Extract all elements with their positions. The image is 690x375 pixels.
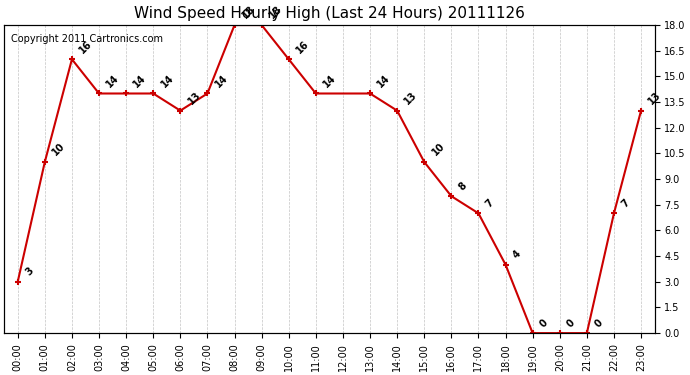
Text: 4: 4 xyxy=(511,249,523,261)
Text: 18: 18 xyxy=(267,4,284,21)
Text: 8: 8 xyxy=(457,180,469,192)
Text: 16: 16 xyxy=(295,39,311,55)
Text: 7: 7 xyxy=(484,197,496,209)
Text: 16: 16 xyxy=(77,39,94,55)
Text: 14: 14 xyxy=(213,73,230,89)
Text: 14: 14 xyxy=(132,73,148,89)
Text: 18: 18 xyxy=(240,4,257,21)
Text: 10: 10 xyxy=(430,141,446,158)
Text: 13: 13 xyxy=(647,90,663,106)
Text: Copyright 2011 Cartronics.com: Copyright 2011 Cartronics.com xyxy=(10,34,163,44)
Text: 13: 13 xyxy=(403,90,420,106)
Text: 14: 14 xyxy=(322,73,338,89)
Text: 3: 3 xyxy=(23,266,35,278)
Text: 14: 14 xyxy=(159,73,175,89)
Text: 0: 0 xyxy=(538,317,550,329)
Text: 0: 0 xyxy=(565,317,577,329)
Text: 14: 14 xyxy=(375,73,392,89)
Text: 13: 13 xyxy=(186,90,202,106)
Text: 7: 7 xyxy=(620,197,631,209)
Title: Wind Speed Hourly High (Last 24 Hours) 20111126: Wind Speed Hourly High (Last 24 Hours) 2… xyxy=(134,6,525,21)
Text: 10: 10 xyxy=(50,141,67,158)
Text: 0: 0 xyxy=(593,317,604,329)
Text: 14: 14 xyxy=(105,73,121,89)
